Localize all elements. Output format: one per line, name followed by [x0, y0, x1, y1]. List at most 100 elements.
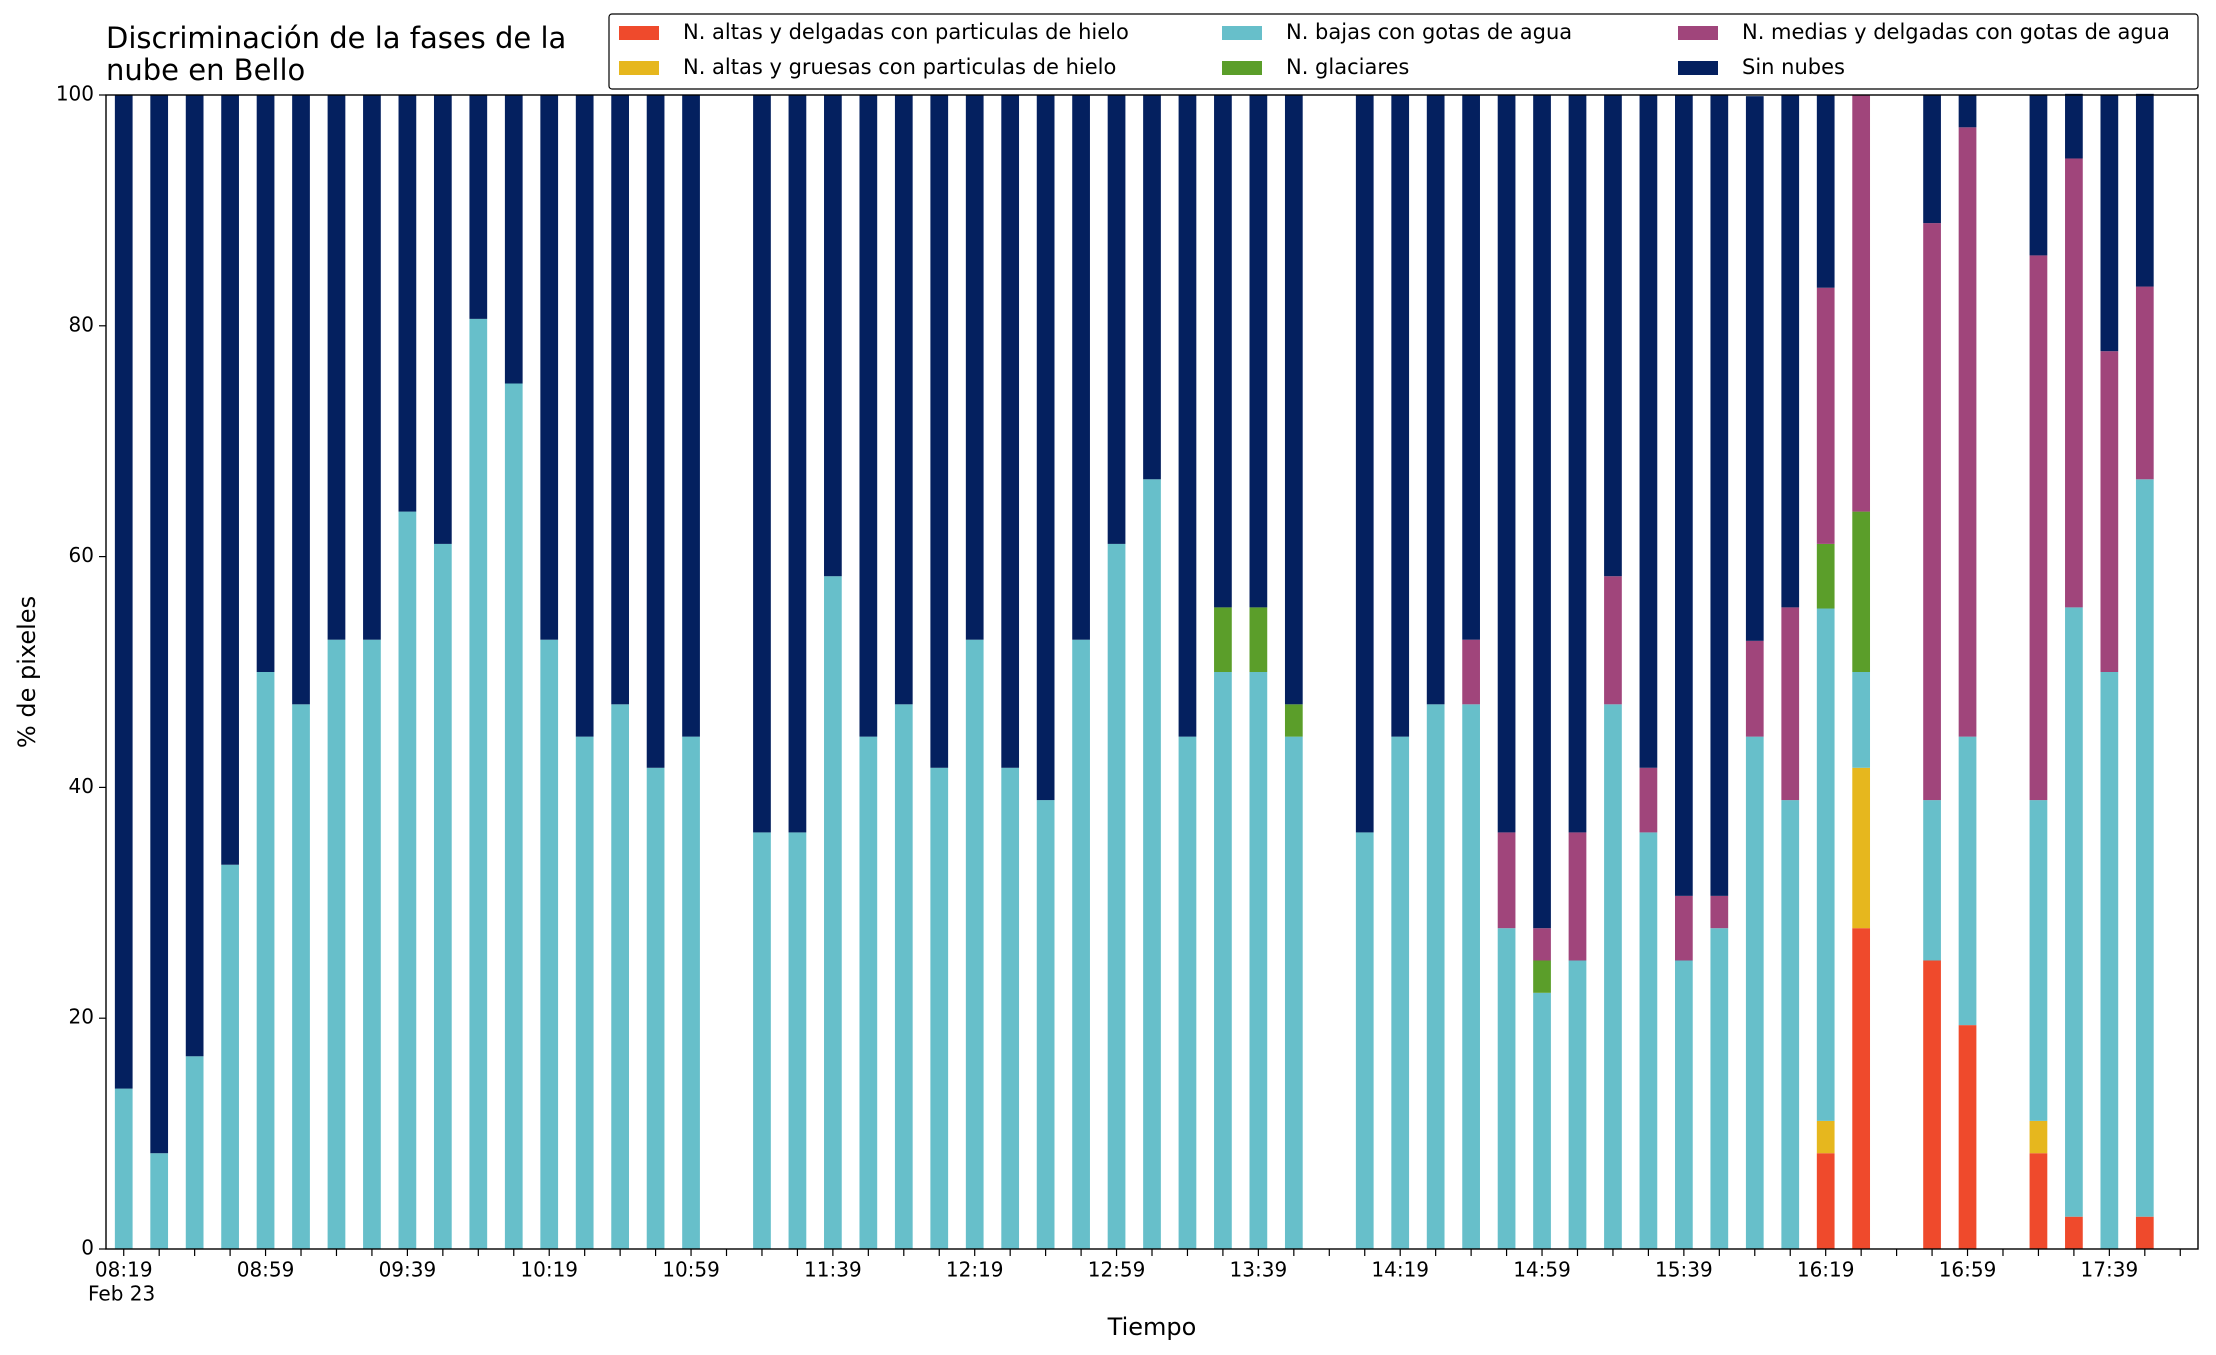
legend: N. altas y delgadas con particulas de hi…: [608, 13, 2199, 90]
bar-segment: [1178, 95, 1197, 737]
bar-segment: [1781, 607, 1800, 801]
plot-frame: [105, 94, 2199, 1250]
bar-segment: [2029, 1120, 2048, 1154]
bar-segment: [1391, 736, 1410, 1249]
bar-segment: [1852, 511, 1871, 672]
bar-segment: [1462, 639, 1480, 705]
bar-segment: [1639, 95, 1658, 768]
bar-segment: [469, 318, 488, 1250]
bar-segment: [1816, 1120, 1835, 1154]
bar-segment: [185, 95, 204, 1057]
bar-segment: [433, 95, 452, 544]
bar-segment: [1497, 95, 1516, 833]
legend-swatch: [1678, 26, 1718, 40]
y-tick-label: 40: [69, 774, 94, 798]
bar-segment: [1284, 704, 1303, 737]
bar-segment: [646, 767, 665, 1249]
bar-segment: [753, 95, 771, 833]
chart-title: Discriminación de la fases de la nube en …: [106, 21, 566, 87]
bar-segment: [1816, 608, 1835, 1121]
bar-segment: [1852, 767, 1871, 929]
bar-segment: [1533, 960, 1551, 993]
bar-segment: [1036, 95, 1055, 801]
x-tick-label: 13:39: [1230, 1258, 1288, 1282]
bar-segment: [1214, 607, 1232, 672]
bar-segment: [575, 95, 594, 737]
bar-segment: [1816, 95, 1835, 288]
bar-segment: [1710, 928, 1729, 1249]
bar-segment: [256, 95, 275, 672]
bar-segment: [1923, 223, 1941, 801]
bar-segment: [1249, 607, 1268, 672]
x-tick-label: 12:59: [1088, 1258, 1146, 1282]
bar-segment: [2100, 351, 2119, 672]
legend-label: N. altas y gruesas con particulas de hie…: [683, 55, 1116, 79]
bar-segment: [2135, 479, 2154, 1217]
bar-segment: [1533, 95, 1551, 929]
x-axis-label: Tiempo: [1107, 1313, 1197, 1341]
bar-segment: [1958, 1025, 1977, 1249]
bar-segment: [1497, 832, 1516, 929]
bar-segment: [1958, 736, 1977, 1026]
x-tick-label: 16:19: [1797, 1258, 1855, 1282]
bar-segment: [1072, 639, 1090, 1249]
legend-swatch: [619, 26, 659, 40]
bar-segment: [753, 832, 771, 1249]
bar-segment: [1675, 960, 1693, 1249]
bar-segment: [965, 95, 984, 640]
bar-segment: [1036, 800, 1055, 1249]
bar-segment: [859, 736, 878, 1249]
bar-segment: [504, 95, 523, 384]
bar-segment: [682, 95, 700, 737]
x-tick-label: 16:59: [1939, 1258, 1997, 1282]
bar-segment: [1497, 928, 1516, 1249]
x-tick-label: 11:39: [804, 1258, 862, 1282]
bar-segment: [540, 95, 559, 640]
x-tick-label: 12:19: [946, 1258, 1004, 1282]
bar-segment: [930, 767, 949, 1249]
x-tick-label: 10:19: [520, 1258, 578, 1282]
bar-segment: [930, 95, 949, 768]
bar-segment: [682, 736, 700, 1249]
y-tick-label: 80: [69, 312, 94, 336]
bar-segment: [1816, 543, 1835, 609]
y-tick-label: 0: [81, 1236, 94, 1260]
bar-segment: [1852, 95, 1871, 512]
bar-segment: [1355, 95, 1374, 833]
bar-segment: [1249, 95, 1268, 608]
bar-segment: [1284, 95, 1303, 705]
y-tick-label: 20: [69, 1005, 94, 1029]
bar-segment: [1568, 95, 1587, 833]
bar-segment: [1923, 960, 1941, 1249]
bar-segment: [221, 95, 239, 865]
bar-segment: [1639, 832, 1658, 1249]
bar-segment: [1852, 672, 1871, 768]
bar-segment: [824, 576, 842, 1249]
bar-segment: [398, 511, 417, 1249]
bar-segment: [363, 95, 381, 640]
bar-segment: [114, 95, 133, 1089]
bar-segment: [1107, 95, 1126, 544]
bar-segment: [1072, 95, 1090, 640]
bar-segment: [2065, 607, 2083, 1217]
x-tick-label: 14:19: [1371, 1258, 1429, 1282]
bar-segment: [150, 1153, 169, 1249]
bar-segment: [2029, 255, 2048, 801]
x-tick-label: 08:59: [237, 1258, 295, 1282]
bar-segment: [1604, 576, 1622, 705]
bar-segment: [2065, 93, 2083, 159]
bar-segment: [1178, 736, 1197, 1249]
bar-segment: [2100, 672, 2119, 1249]
bar-segment: [1816, 287, 1835, 544]
bar-segment: [894, 95, 913, 705]
bar-segment: [1604, 704, 1622, 1249]
bar-segment: [2029, 800, 2048, 1121]
bar-segment: [859, 95, 878, 737]
bar-segment: [1923, 800, 1941, 961]
bar-segment: [2100, 95, 2119, 352]
bar-segment: [2135, 1216, 2154, 1249]
bar-segment: [2135, 93, 2154, 287]
y-tick-label: 60: [69, 543, 94, 567]
bar-segment: [1001, 95, 1020, 768]
